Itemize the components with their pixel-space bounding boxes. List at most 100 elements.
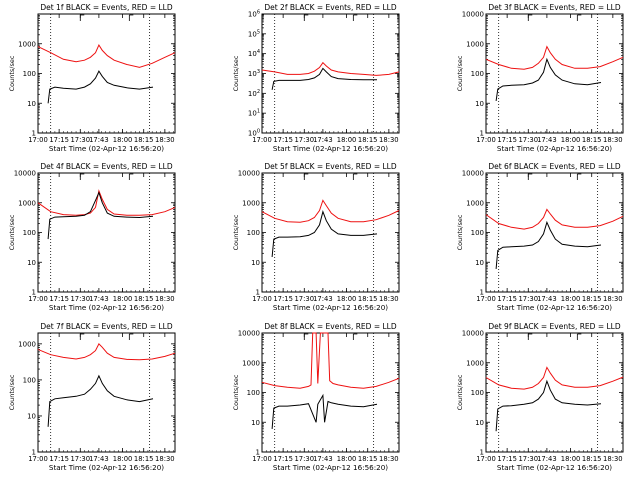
x-tick-label: 18:00 [113, 455, 133, 463]
x-tick-label: 17:30 [294, 455, 314, 463]
x-tick-label: 17:00 [476, 295, 496, 303]
interval-marker [527, 173, 533, 180]
x-tick-label: 17:15 [49, 455, 69, 463]
detector-panel-1: Det 1f BLACK = Events, RED = LLD 1 10 100 10… [8, 3, 176, 153]
x-tick-label: 18:15 [582, 295, 602, 303]
x-tick-label: 17:15 [497, 295, 517, 303]
detector-panel-5: Det 5f BLACK = Events, RED = LLD 1 10 100 10… [232, 162, 400, 312]
x-tick-label: 17:30 [518, 295, 538, 303]
x-tick-label: 18:00 [337, 295, 357, 303]
x-tick-label: 17:30 [294, 136, 314, 144]
y-tick-label: 10 [475, 259, 484, 267]
panel-title: Det 6f BLACK = Events, RED = LLD [488, 162, 621, 171]
x-tick-label: 18:00 [113, 295, 133, 303]
x-tick-label: 17:00 [28, 295, 48, 303]
x-tick-label: 18:15 [134, 455, 154, 463]
x-tick-label: 17:00 [252, 455, 272, 463]
y-tick-label: 100 [248, 129, 260, 138]
interval-marker [303, 14, 309, 21]
axes-frame [485, 332, 624, 453]
x-tick-label: 17:43 [313, 295, 333, 303]
interval-marker [352, 173, 358, 180]
axes-frame [37, 13, 176, 134]
y-tick-label: 1000 [18, 199, 36, 207]
y-tick-label: 1 [32, 289, 36, 297]
x-tick-label: 17:43 [537, 136, 557, 144]
x-tick-label: 18:15 [134, 136, 154, 144]
x-tick-label: 18:15 [134, 295, 154, 303]
x-tick-label: 17:00 [252, 136, 272, 144]
x-tick-label: 17:00 [252, 295, 272, 303]
y-axis-label: Counts/sec [8, 374, 16, 410]
x-tick-label: 17:15 [49, 136, 69, 144]
x-axis-label: Start Time (02-Apr-12 16:56:20) [49, 144, 164, 153]
y-tick-label: 100 [471, 70, 484, 78]
panel-title: Det 4f BLACK = Events, RED = LLD [40, 162, 173, 171]
x-axis-label: Start Time (02-Apr-12 16:56:20) [273, 463, 388, 472]
x-tick-label: 17:43 [537, 295, 557, 303]
y-tick-label: 100 [23, 229, 36, 237]
interval-marker [352, 14, 358, 21]
panel-title: Det 3f BLACK = Events, RED = LLD [488, 3, 621, 12]
lld-series-line [37, 189, 176, 216]
x-tick-label: 18:00 [561, 455, 581, 463]
lld-series-line [37, 44, 176, 68]
panel-title: Det 2f BLACK = Events, RED = LLD [264, 3, 397, 12]
y-tick-label: 1 [480, 289, 484, 297]
y-tick-label: 100 [23, 376, 36, 384]
axes-frame [261, 172, 400, 293]
x-tick-label: 17:15 [497, 136, 517, 144]
y-tick-label: 1 [480, 130, 484, 138]
events-series-line [271, 393, 378, 429]
interval-marker [128, 333, 134, 340]
events-series-line [495, 379, 602, 432]
x-tick-label: 18:30 [379, 295, 399, 303]
events-series-line [495, 220, 602, 269]
y-tick-label: 10 [475, 100, 484, 108]
x-tick-label: 17:43 [313, 136, 333, 144]
x-tick-label: 17:00 [28, 455, 48, 463]
y-axis-label: Counts/sec [456, 55, 464, 91]
x-tick-label: 18:15 [582, 136, 602, 144]
y-axis-label: Counts/sec [232, 374, 240, 410]
y-tick-label: 1000 [466, 359, 484, 367]
x-axis-label: Start Time (02-Apr-12 16:56:20) [497, 463, 612, 472]
x-axis-label: Start Time (02-Apr-12 16:56:20) [49, 303, 164, 312]
y-tick-label: 10 [475, 419, 484, 427]
x-tick-label: 18:15 [582, 455, 602, 463]
y-tick-label: 10000 [462, 170, 484, 178]
interval-marker [576, 14, 582, 21]
x-tick-label: 18:15 [358, 295, 378, 303]
x-tick-label: 17:30 [518, 136, 538, 144]
x-tick-label: 18:00 [561, 295, 581, 303]
x-axis-label: Start Time (02-Apr-12 16:56:20) [273, 144, 388, 153]
x-tick-label: 17:00 [476, 455, 496, 463]
y-tick-label: 1 [256, 449, 260, 457]
y-tick-label: 10000 [462, 330, 484, 338]
events-series-line [271, 67, 377, 90]
panel-title: Det 8f BLACK = Events, RED = LLD [264, 322, 397, 331]
y-tick-label: 105 [248, 29, 260, 38]
events-series-line [47, 191, 154, 240]
x-tick-label: 17:30 [70, 295, 90, 303]
y-tick-label: 10 [27, 412, 36, 420]
y-tick-label: 1 [32, 130, 36, 138]
detector-panel-7: Det 7f BLACK = Events, RED = LLD 1 10 100 10… [8, 322, 176, 472]
interval-marker [79, 14, 85, 21]
x-tick-label: 17:15 [273, 455, 293, 463]
detector-panel-6: Det 6f BLACK = Events, RED = LLD 1 10 100 10… [456, 162, 624, 312]
x-tick-label: 17:15 [273, 136, 293, 144]
interval-marker [576, 173, 582, 180]
x-axis-label: Start Time (02-Apr-12 16:56:20) [273, 303, 388, 312]
y-tick-label: 1000 [242, 199, 260, 207]
x-tick-label: 17:30 [70, 455, 90, 463]
x-tick-label: 17:00 [476, 136, 496, 144]
y-tick-label: 1000 [466, 40, 484, 48]
panel-title: Det 7f BLACK = Events, RED = LLD [40, 322, 173, 331]
lld-series-line [485, 45, 624, 70]
y-tick-label: 1 [480, 449, 484, 457]
x-axis-label: Start Time (02-Apr-12 16:56:20) [497, 144, 612, 153]
y-axis-label: Counts/sec [8, 55, 16, 91]
axes-frame [37, 172, 176, 293]
interval-marker [303, 333, 309, 340]
